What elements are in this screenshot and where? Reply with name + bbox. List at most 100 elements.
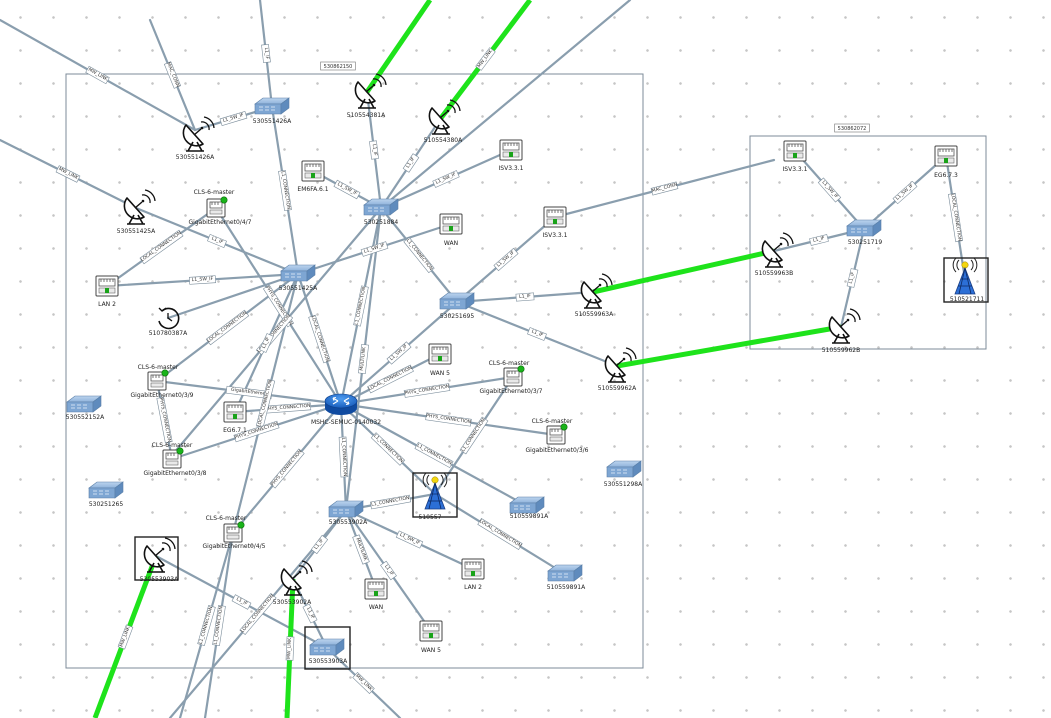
tower-node[interactable]: 510521711 (943, 257, 989, 303)
port-master-node[interactable]: GigabitEthernet0/3/9 CLS-6-master (131, 364, 194, 399)
dish-node[interactable]: 510559962A (598, 347, 637, 392)
node-label: GigabitEthernet0/4/7 (189, 219, 252, 226)
node-sublabel: CLS-6-master (532, 418, 573, 425)
dish-icon (280, 560, 313, 596)
node-label: GigabitEthernet0/3/9 (131, 392, 194, 399)
link-label: PHYS_CONNECTION (269, 448, 305, 489)
port-node[interactable]: LAN 2 (461, 558, 485, 591)
switch-icon (846, 219, 882, 237)
port-master-node[interactable]: GigabitEthernet0/4/5 CLS-6-master (203, 515, 266, 550)
dish-node[interactable]: 530551426A (176, 116, 215, 161)
port-master-node[interactable]: GigabitEthernet0/4/7 CLS-6-master (189, 189, 252, 226)
link-label-text: L1_CONNECTION (280, 171, 292, 210)
link-label: MW_LINK (117, 624, 134, 650)
link-label: LOCAL_CONNECTION (477, 518, 523, 550)
port-node[interactable]: LAN 2 (95, 275, 119, 308)
link-label: MW_LINK (285, 636, 295, 661)
node-label: 530551298A (604, 481, 643, 488)
tower-node[interactable]: 510557 (412, 472, 458, 521)
node-label: 510559963B (755, 270, 793, 277)
link-label: L1_SW_IF (188, 275, 217, 285)
dish-node[interactable]: 510554381A (347, 73, 387, 119)
switch-node[interactable]: 530551298A (604, 460, 643, 488)
clock-node[interactable]: 510780387A (149, 307, 188, 337)
group-box-g2[interactable] (749, 135, 987, 350)
dish-node[interactable]: 510559963B (755, 232, 794, 277)
link-label: MAC_CONN (650, 181, 679, 196)
port-node[interactable]: EG6.7.1 (223, 401, 247, 434)
node-sublabel: CLS-6-master (206, 515, 247, 522)
node-label: EG6.7.1 (223, 427, 247, 434)
link-label-text: LOCAL_CONNECTION (478, 518, 522, 548)
link-G3[interactable] (592, 248, 775, 295)
switch-icon (309, 638, 345, 656)
link-label: MULTILINK (358, 343, 369, 375)
port-node[interactable]: EG6.7.3 (934, 145, 958, 179)
link-label-text: PHYS_CONNECTION (404, 384, 450, 397)
port-icon (223, 401, 247, 423)
port-icon (428, 343, 452, 365)
switch-node[interactable]: 530251884 (363, 198, 399, 226)
port-node[interactable]: ISV3.3.1 (783, 140, 808, 173)
link-label: PHYS_CONNECTION (264, 402, 312, 414)
node-label: 510559891A (547, 584, 586, 591)
link-label-text: PHYS_CONNECTION (265, 403, 311, 412)
switch-icon (280, 264, 316, 282)
link-G1[interactable] (364, 0, 433, 94)
dish-icon (143, 537, 176, 573)
link-label: L1_CONNECTION (197, 605, 216, 646)
router-node[interactable]: MSHC-SEMUC-0140032 (311, 393, 381, 426)
dish-node[interactable]: 510554380A (424, 99, 463, 144)
switch-node[interactable]: 530551425A (279, 264, 318, 292)
link-label: LOCAL_CONNECTION (948, 192, 963, 243)
port-master-icon (546, 423, 568, 445)
port-master-node[interactable]: GigabitEthernet0/3/6 CLS-6-master (526, 418, 589, 454)
link-label-text: L1_IF (261, 336, 271, 350)
node-label: 530552152A (66, 414, 105, 421)
switch-node[interactable]: 530552152A (66, 395, 105, 421)
switch-node[interactable]: 530251265 (88, 481, 124, 508)
link-L53[interactable] (166, 272, 300, 320)
port-node[interactable]: WAN 5 (419, 620, 443, 654)
port-master-node[interactable]: GigabitEthernet0/3/8 CLS-6-master (144, 442, 207, 477)
node-label: 530551425A (117, 228, 156, 235)
clock-icon (158, 307, 180, 330)
dish-node[interactable]: 530553903A (134, 536, 179, 583)
switch-node[interactable]: 530553902A (328, 500, 368, 526)
port-node[interactable]: ISV3.3.1 (543, 206, 568, 239)
node-sublabel: CLS-6-master (138, 364, 179, 371)
port-master-node[interactable]: GigabitEthernet0/3/7 CLS-6-master (480, 360, 543, 395)
switch-node[interactable]: 530251719 (846, 219, 882, 246)
link-G4[interactable] (616, 324, 842, 369)
selection-frame (943, 257, 989, 303)
port-node[interactable]: WAN 5 (428, 343, 452, 377)
dish-node[interactable]: 530553902A (273, 560, 313, 606)
switch-node[interactable]: 510559891A (547, 564, 586, 591)
node-label: LAN 2 (98, 301, 116, 308)
link-L5[interactable] (379, 0, 632, 210)
node-label: 510521711 (950, 296, 985, 303)
dish-node[interactable]: 510559962B (822, 308, 861, 354)
port-node[interactable]: EM6FA.6.1 (297, 160, 329, 193)
node-label: 530251695 (440, 313, 475, 320)
dish-node[interactable]: 510559963A (575, 273, 614, 318)
port-node[interactable]: ISV3.3.1 (499, 139, 524, 172)
link-label: L1_CONNECTION (370, 432, 406, 466)
link-label-text: L1_CONNECTION (405, 238, 434, 272)
port-node[interactable]: WAN (439, 213, 463, 247)
link-label: LOCAL_CONNECTION (205, 309, 250, 346)
node-sublabel: CLS-6-master (194, 189, 235, 196)
node-label: WAN 5 (430, 370, 450, 377)
dish-node[interactable]: 530551425A (117, 189, 156, 235)
link-label-text: L1_IF (531, 329, 544, 339)
switch-node[interactable]: 510559891A (509, 496, 549, 520)
link-label-text: L1_IF (383, 564, 395, 577)
port-node[interactable]: WAN (364, 578, 388, 611)
switch-node[interactable]: 530553903A (304, 626, 351, 670)
switch-node[interactable]: 530551426A (253, 97, 292, 125)
group-box-g1[interactable] (65, 73, 644, 669)
switch-node[interactable]: 530251695 (439, 292, 475, 320)
node-label: 510559891A (510, 513, 549, 520)
port-icon (499, 139, 523, 161)
